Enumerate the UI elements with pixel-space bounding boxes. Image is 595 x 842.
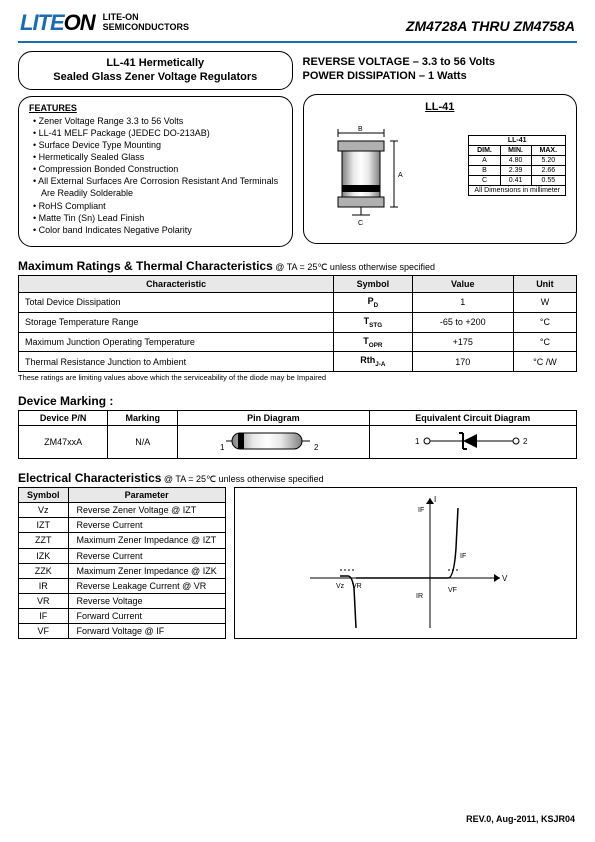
electrical-table: SymbolParameter VzReverse Zener Voltage … [18,487,226,639]
device-pn: ZM47xxA [19,426,108,459]
svg-text:I: I [434,495,436,504]
svg-text:IR: IR [416,593,423,600]
svg-text:1: 1 [220,443,225,452]
logo: LITEON [20,10,95,36]
equivalent-circuit: 1 2 [369,426,576,459]
header-rule [18,41,577,43]
svg-text:2: 2 [523,437,528,446]
revision: REV.0, Aug-2011, KSJR04 [466,814,575,824]
max-ratings-title: Maximum Ratings & Thermal Characteristic… [18,259,577,273]
marking-value: N/A [108,426,178,459]
package-title: LL-41 [310,101,571,113]
marking-table: Device P/NMarkingPin DiagramEquivalent C… [18,410,577,459]
svg-text:1: 1 [415,437,420,446]
logo-on: ON [64,10,95,35]
svg-text:V: V [502,574,508,583]
spec-summary: REVERSE VOLTAGE – 3.3 to 56 Volts POWER … [303,51,578,88]
svg-text:IF: IF [460,553,466,560]
svg-text:C: C [358,220,363,227]
feature-item: Compression Bonded Construction [33,163,282,175]
feature-item: All External Surfaces Are Corrosion Resi… [33,175,282,199]
svg-text:IF: IF [418,507,424,514]
feature-item: Zener Voltage Range 3.3 to 56 Volts [33,115,282,127]
svg-text:2: 2 [314,443,319,452]
package-outline: LL-41 B A C [303,94,578,244]
dimension-table: LL-41 DIM.MIN.MAX. A4.805.20B2.392.66C0.… [468,135,566,196]
svg-text:VR: VR [352,583,362,590]
package-drawing: B A C [314,123,424,233]
pin-diagram: 1 2 [178,426,369,459]
feature-item: Hermetically Sealed Glass [33,151,282,163]
logo-subtitle: LITE-ON SEMICONDUCTORS [103,13,189,33]
feature-item: Matte Tin (Sn) Lead Finish [33,212,282,224]
feature-item: Color band Indicates Negative Polarity [33,224,282,236]
svg-text:B: B [358,126,363,133]
feature-item: RoHS Compliant [33,200,282,212]
logo-lite: LITE [20,10,64,35]
marking-title: Device Marking : [18,394,577,408]
features-heading: FEATURES [29,103,282,113]
max-ratings-table: CharacteristicSymbolValueUnit Total Devi… [18,275,577,372]
product-title: LL-41 Hermetically Sealed Glass Zener Vo… [18,51,293,90]
features-list: Zener Voltage Range 3.3 to 56 VoltsLL-41… [29,115,282,236]
header: LITEON LITE-ON SEMICONDUCTORS ZM4728A TH… [0,0,595,41]
feature-item: LL-41 MELF Package (JEDEC DO-213AB) [33,127,282,139]
part-number-range: ZM4728A THRU ZM4758A [406,18,575,34]
feature-item: Surface Device Type Mounting [33,139,282,151]
svg-text:A: A [398,172,403,179]
svg-text:VF: VF [448,587,457,594]
svg-text:Vz: Vz [336,583,345,590]
features-box: FEATURES Zener Voltage Range 3.3 to 56 V… [18,96,293,247]
max-ratings-footnote: These ratings are limiting values above … [18,373,577,382]
electrical-title: Electrical Characteristics @ TA = 25℃ un… [18,471,577,485]
iv-curve: V I IF Vz VR VF IR IF [234,487,577,639]
